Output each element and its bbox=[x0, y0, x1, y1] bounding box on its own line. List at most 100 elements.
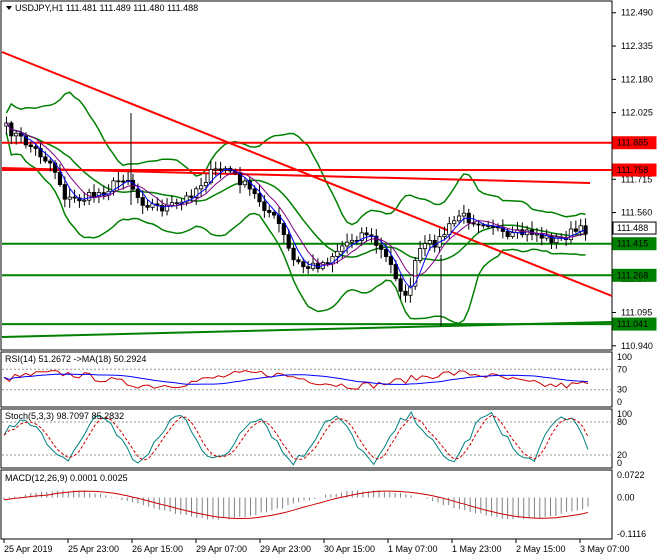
candle-body bbox=[393, 264, 398, 280]
candle-body bbox=[23, 135, 29, 146]
candle-body bbox=[257, 193, 262, 203]
stoch-tick-label: 100 bbox=[617, 409, 632, 419]
candle-body bbox=[271, 212, 277, 216]
candle-body bbox=[67, 196, 72, 200]
candle-body bbox=[130, 179, 136, 190]
candle-body bbox=[169, 202, 175, 206]
price-label-box bbox=[612, 317, 657, 331]
candlesticks bbox=[4, 113, 588, 326]
candle-body bbox=[447, 223, 452, 236]
price-tick-label: 112.335 bbox=[621, 41, 653, 51]
candle-body bbox=[267, 210, 272, 213]
candle-body bbox=[247, 180, 252, 190]
stoch-main-line bbox=[3, 411, 589, 466]
ascending-support-line bbox=[1, 321, 613, 338]
candle-body bbox=[490, 226, 496, 228]
candle-body bbox=[28, 144, 33, 148]
price-label-text: 111.041 bbox=[617, 319, 648, 329]
candle-body bbox=[306, 266, 311, 269]
time-label: 2 May 15:00 bbox=[516, 544, 566, 554]
price-label-text: 111.268 bbox=[617, 270, 648, 280]
descending-trend-line bbox=[1, 51, 613, 297]
time-label: 29 Apr 23:00 bbox=[260, 544, 311, 554]
candle-body bbox=[379, 244, 384, 250]
time-label: 30 Apr 15:00 bbox=[324, 544, 375, 554]
collapse-arrow-icon[interactable] bbox=[6, 6, 12, 10]
candle-body bbox=[14, 132, 19, 137]
rsi-axis: 100 70 30 0 bbox=[617, 352, 632, 407]
candle-body bbox=[568, 228, 574, 241]
candle-body bbox=[510, 232, 515, 237]
candle-body bbox=[578, 225, 583, 232]
candle-body bbox=[262, 201, 267, 211]
candle-body bbox=[301, 261, 306, 268]
bollinger-bands bbox=[5, 91, 586, 325]
stoch-panel[interactable] bbox=[0, 408, 613, 469]
candle-body bbox=[349, 239, 355, 243]
price-tick-label: 111.095 bbox=[621, 307, 652, 317]
candle-body bbox=[481, 224, 486, 227]
candle-body bbox=[135, 188, 140, 198]
moving-averages bbox=[6, 122, 586, 289]
candle-body bbox=[422, 243, 428, 249]
candle-body bbox=[252, 188, 257, 195]
rsi-panel[interactable] bbox=[0, 351, 613, 408]
upper-trend-line bbox=[1, 167, 591, 184]
candle-body bbox=[383, 249, 389, 257]
stoch-tick-label: 20 bbox=[617, 450, 627, 460]
candle-body bbox=[442, 234, 447, 238]
candle-body bbox=[203, 182, 209, 187]
candle-body bbox=[208, 169, 213, 183]
time-label: 25 Apr 2019 bbox=[4, 544, 53, 554]
price-labels: 111.885 111.758 111.488 111.415 111.268 111.0… bbox=[612, 136, 657, 331]
macd-panel[interactable] bbox=[0, 469, 613, 540]
time-label: 29 Apr 07:00 bbox=[196, 544, 247, 554]
candle-body bbox=[520, 229, 525, 236]
candle-body bbox=[403, 290, 408, 296]
candle-body bbox=[194, 188, 199, 198]
price-label-box bbox=[612, 237, 657, 251]
price-tick-label: 112.025 bbox=[621, 108, 653, 118]
rsi-tick-label: 100 bbox=[617, 352, 632, 362]
bollinger-upper-line bbox=[5, 91, 586, 226]
bollinger-middle-line bbox=[5, 122, 586, 262]
price-label-text: 111.885 bbox=[617, 138, 648, 148]
candle-body bbox=[43, 156, 48, 162]
candle-body bbox=[573, 228, 578, 232]
time-label: 1 May 07:00 bbox=[388, 544, 438, 554]
candle-body bbox=[82, 199, 87, 202]
candle-body bbox=[140, 197, 145, 206]
bollinger-lower-line bbox=[5, 132, 586, 325]
candle-body bbox=[198, 185, 204, 190]
stoch-header: Stoch(5,3,3) 98.7097 85.2832 bbox=[5, 411, 124, 421]
candle-body bbox=[286, 234, 291, 249]
time-axis: 25 Apr 2019 25 Apr 23:00 26 Apr 15:00 29 Ap… bbox=[3, 539, 630, 554]
macd-lines bbox=[3, 490, 589, 520]
candle-body bbox=[77, 197, 82, 202]
candle-body bbox=[456, 215, 462, 222]
candle-body bbox=[505, 231, 510, 237]
stoch-tick-label: 80 bbox=[617, 417, 627, 427]
candle-body bbox=[33, 146, 38, 149]
candle-body bbox=[461, 212, 467, 217]
candle-body bbox=[174, 202, 179, 205]
rsi-tick-label: 0 bbox=[617, 397, 622, 407]
candle-body bbox=[374, 235, 379, 246]
candle-body bbox=[398, 278, 403, 292]
candle-body bbox=[121, 180, 126, 183]
fast-ma-line bbox=[6, 122, 586, 289]
price-tick-label: 111.560 bbox=[621, 208, 652, 218]
trend-lines[interactable] bbox=[1, 51, 613, 338]
candle-body bbox=[554, 236, 559, 244]
time-label: 26 Apr 15:00 bbox=[132, 544, 183, 554]
candle-body bbox=[218, 168, 223, 171]
rsi-lines bbox=[2, 368, 612, 391]
time-label: 1 May 23:00 bbox=[452, 544, 502, 554]
price-tick-label: 112.490 bbox=[621, 8, 653, 18]
macd-tick-label: 0.00 bbox=[617, 493, 635, 503]
price-label-text: 111.488 bbox=[617, 223, 648, 233]
candle-body bbox=[325, 262, 330, 265]
stoch-lines bbox=[2, 411, 612, 466]
price-tick-label: 110.940 bbox=[621, 341, 653, 351]
